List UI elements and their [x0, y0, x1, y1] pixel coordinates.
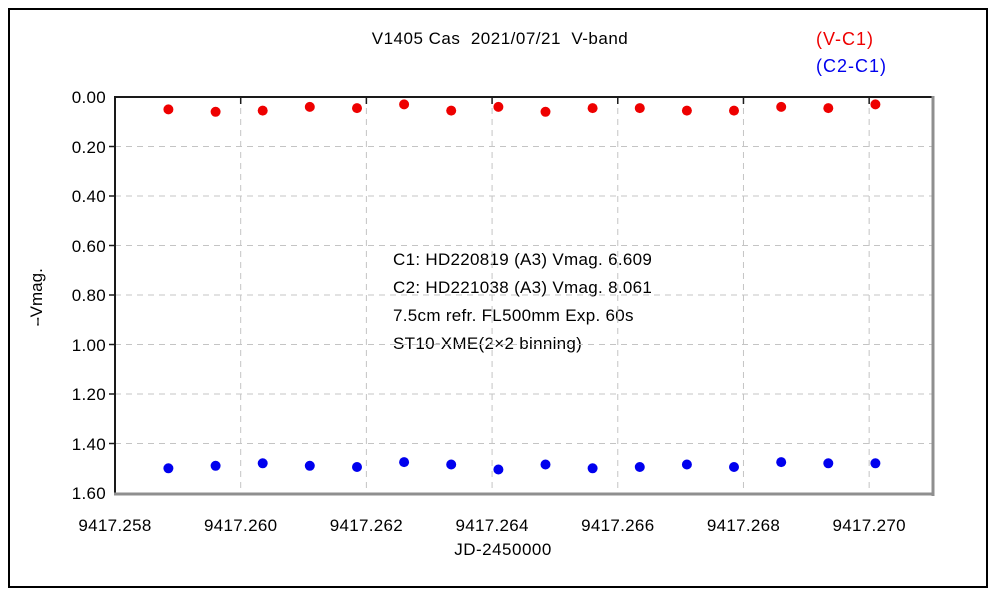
- x-tick-label: 9417.262: [329, 516, 404, 535]
- data-point: [634, 103, 645, 114]
- annotation-line-c2: C2: HD221038 (A3) Vmag. 8.061: [393, 278, 653, 297]
- data-point: [210, 460, 221, 471]
- annotation-block: C1: HD220819 (A3) Vmag. 6.609 C2: HD2210…: [393, 246, 652, 358]
- data-point: [163, 463, 174, 474]
- data-point: [634, 462, 645, 472]
- data-point: [540, 459, 551, 470]
- annotation-line-c1: C1: HD220819 (A3) Vmag. 6.609: [393, 250, 653, 269]
- x-tick-label: 9417.268: [706, 516, 781, 535]
- series-v-c1: [163, 99, 881, 117]
- y-tick-label: 1.00: [71, 335, 106, 355]
- x-tick-label: 9417.258: [78, 516, 152, 535]
- data-point: [540, 106, 551, 117]
- data-point: [399, 99, 410, 110]
- data-point: [163, 104, 174, 115]
- y-tick-label: 0.80: [71, 286, 106, 305]
- y-tick-label: 0.20: [71, 137, 106, 157]
- y-tick-label: 1.60: [71, 484, 106, 503]
- data-point: [304, 460, 315, 471]
- data-point: [446, 459, 457, 470]
- data-point: [776, 457, 787, 468]
- data-point: [587, 103, 598, 114]
- data-point: [352, 103, 362, 114]
- data-point: [257, 105, 268, 116]
- annotation-line-telescope: 7.5cm refr. FL500mm Exp. 60s: [393, 306, 634, 325]
- y-tick-label: 0.40: [71, 187, 106, 206]
- chart-title: V1405 Cas 2021/07/21 V-band: [371, 29, 629, 48]
- data-point: [681, 105, 692, 116]
- data-point: [493, 464, 504, 475]
- annotation-line-camera: ST10-XME(2×2 binning): [393, 334, 583, 353]
- legend-item-v-c1: (V-C1): [816, 29, 875, 49]
- data-point: [352, 462, 362, 472]
- data-point: [870, 458, 881, 469]
- data-point: [399, 457, 410, 468]
- data-point: [210, 106, 221, 117]
- data-point: [729, 462, 739, 472]
- x-axis-label: JD-2450000: [454, 540, 552, 559]
- y-tick-label: 0.60: [71, 236, 106, 256]
- legend-item-c2-c1: (C2-C1): [816, 56, 888, 76]
- data-point: [681, 459, 692, 470]
- y-tick-label: 1.20: [71, 385, 106, 404]
- x-tick-label: 9417.260: [204, 516, 278, 535]
- data-point: [776, 101, 787, 112]
- y-tick-label: 1.40: [71, 434, 106, 454]
- series-c2-c1: [163, 457, 881, 475]
- data-point: [587, 463, 598, 474]
- data-point: [446, 105, 457, 116]
- data-point: [870, 99, 881, 110]
- data-point: [304, 101, 315, 112]
- legend: (V-C1) (C2-C1): [816, 26, 887, 80]
- x-tick-label: 9417.266: [581, 516, 655, 535]
- data-point: [729, 105, 739, 116]
- data-point: [823, 458, 834, 469]
- data-point: [493, 101, 504, 112]
- gridlines: [115, 97, 932, 493]
- y-tick-label: 0.00: [71, 88, 106, 107]
- x-tick-label: 9417.270: [832, 516, 906, 535]
- data-point: [257, 458, 268, 469]
- x-tick-label: 9417.264: [455, 516, 529, 535]
- data-point: [823, 103, 834, 114]
- plot-frame: [114, 96, 935, 496]
- axis-ticks: [109, 98, 870, 445]
